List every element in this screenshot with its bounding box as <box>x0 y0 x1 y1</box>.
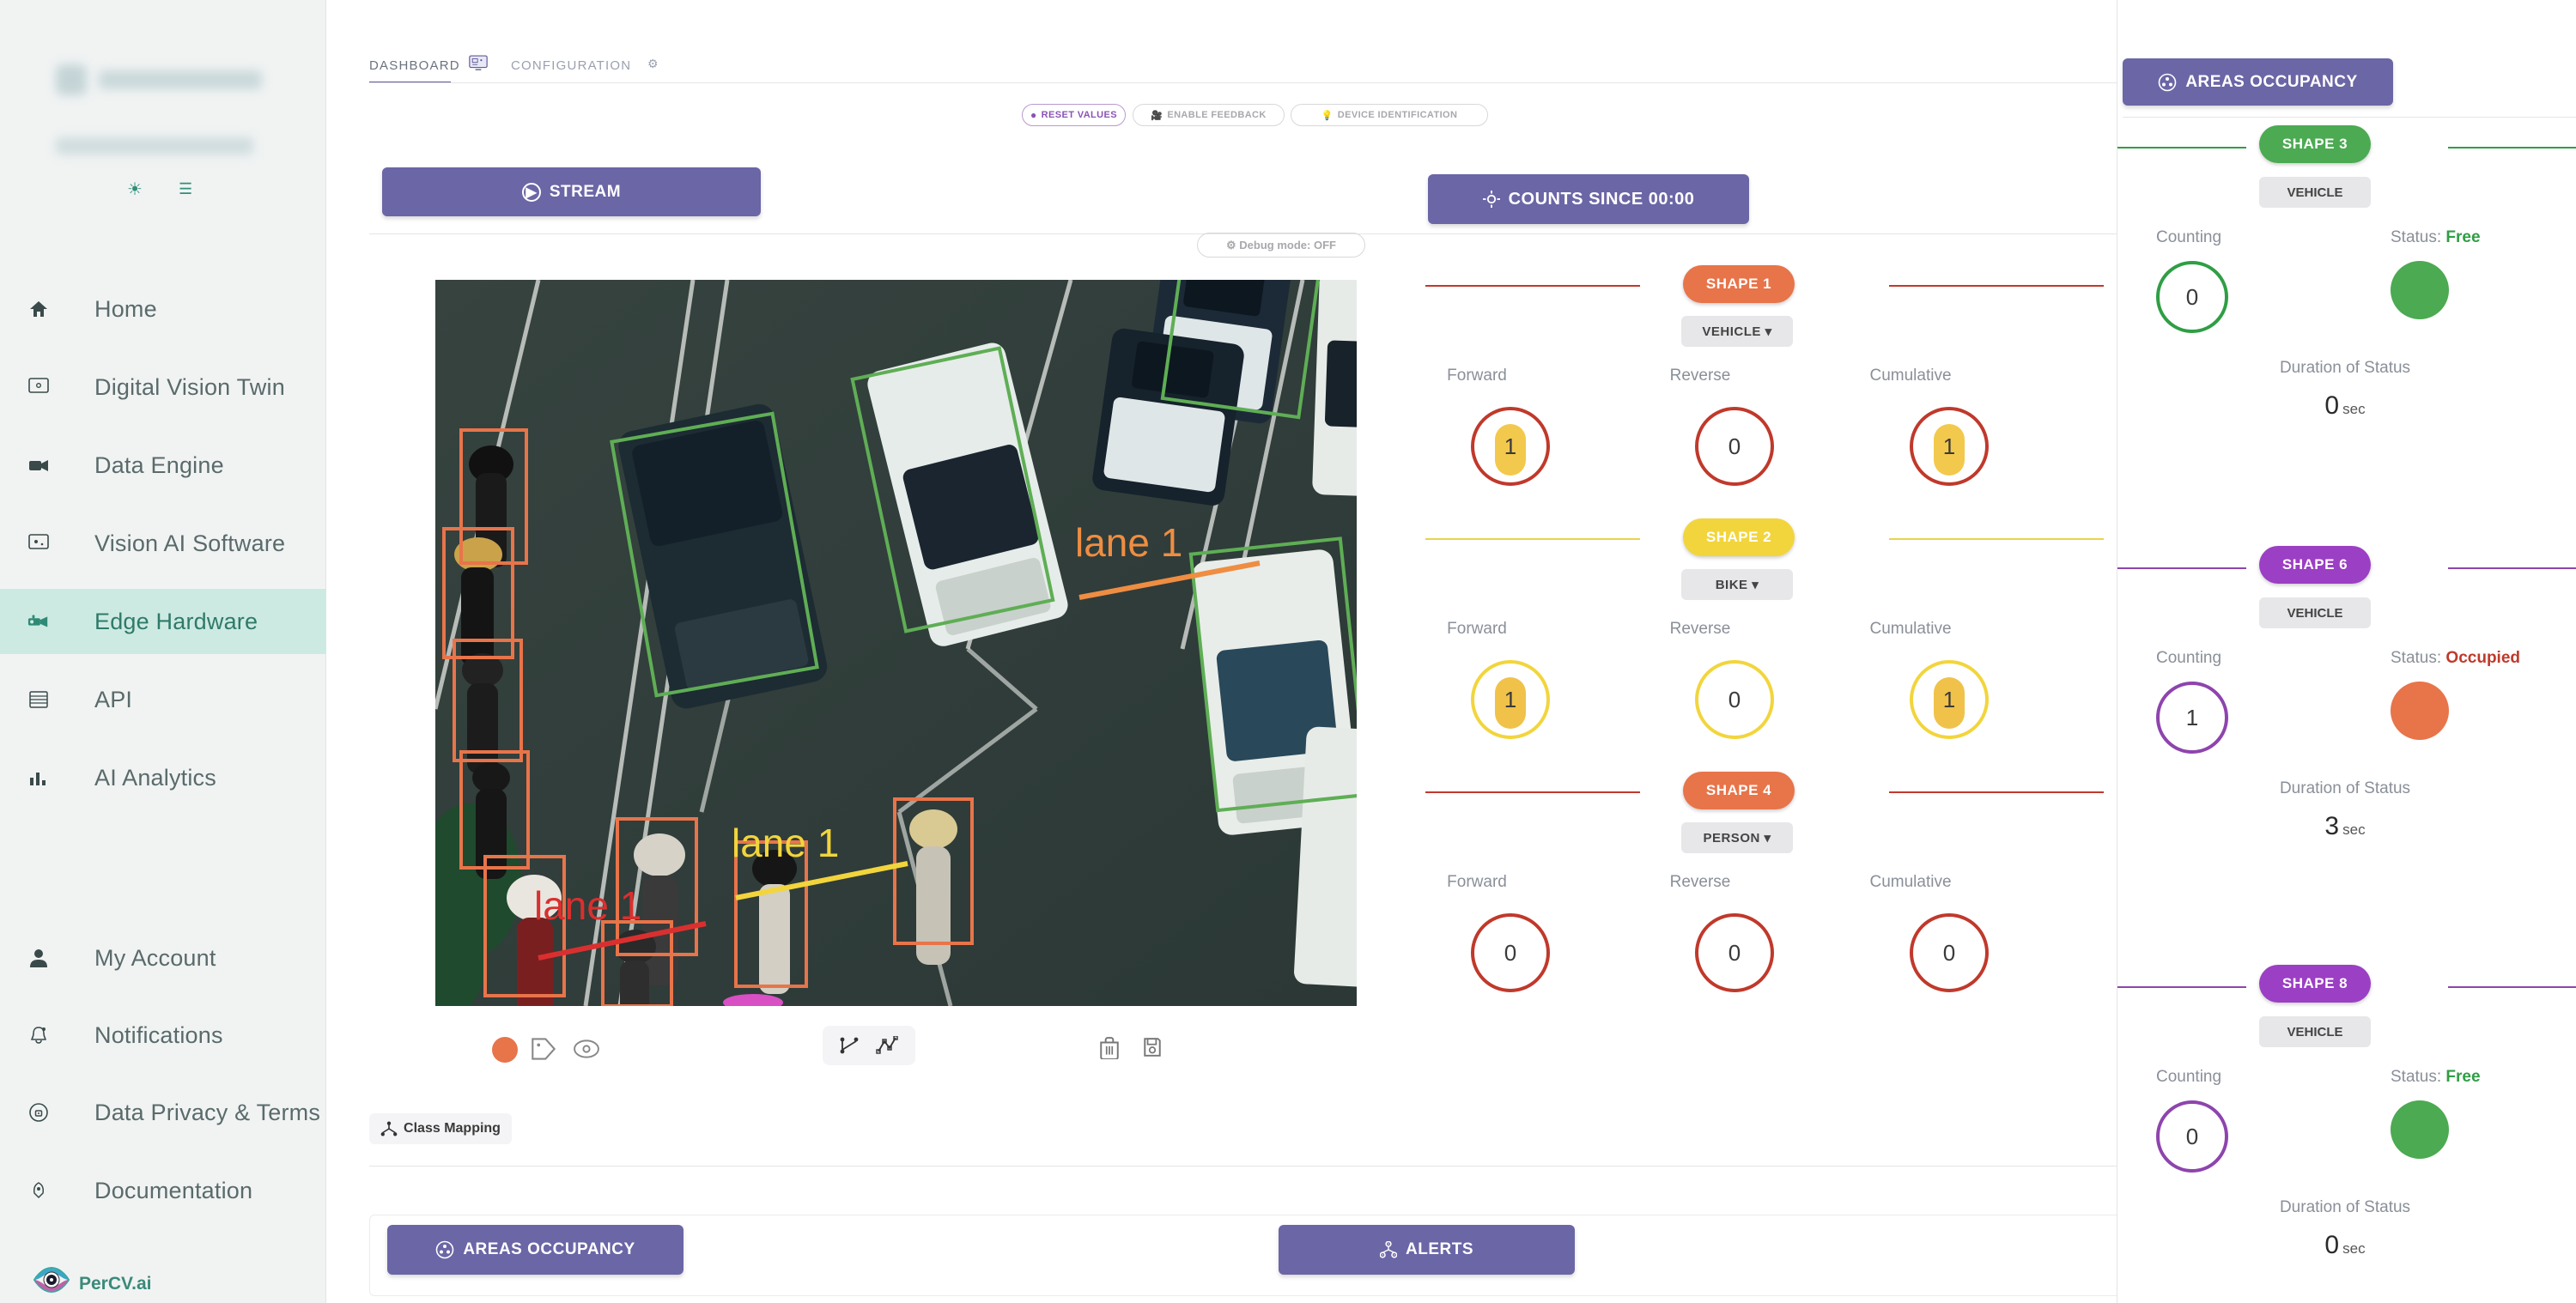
svg-text:lane 1: lane 1 <box>534 883 641 928</box>
svg-text:lane 1: lane 1 <box>732 821 839 865</box>
svg-text:lane 1: lane 1 <box>1075 520 1182 565</box>
